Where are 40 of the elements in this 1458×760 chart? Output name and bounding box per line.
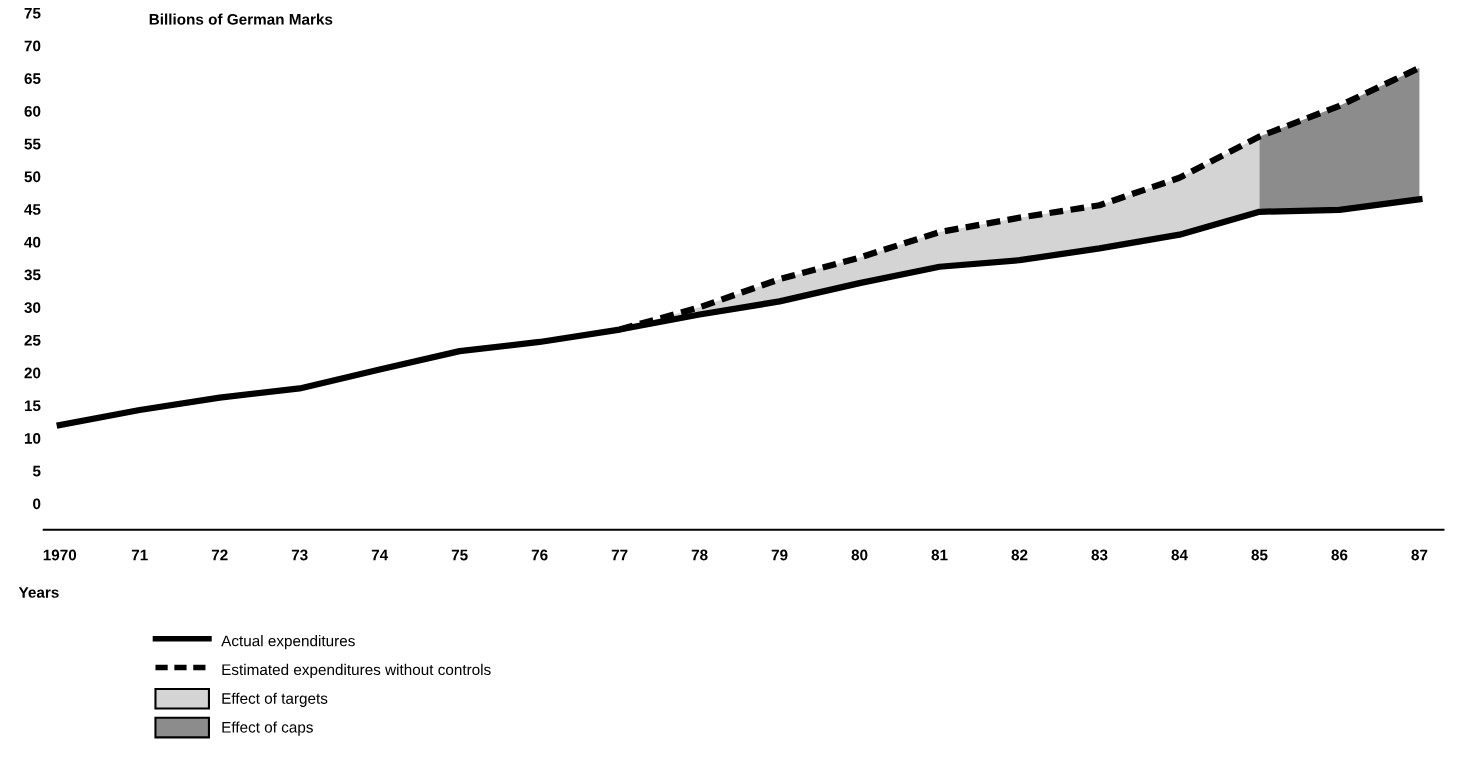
y-tick-label: 40	[24, 236, 41, 248]
y-tick-label: 70	[24, 40, 41, 52]
y-tick-label: 65	[24, 73, 41, 85]
x-tick-label: 80	[851, 549, 868, 561]
y-tick-label: 45	[24, 204, 41, 215]
x-tick-label: 82	[1011, 549, 1028, 561]
x-tick-label: 73	[291, 549, 308, 561]
legend-label: Actual expenditures	[221, 635, 355, 650]
y-tick-label: 15	[24, 400, 41, 412]
y-tick-label: 35	[24, 269, 41, 281]
y-tick-label: 30	[24, 302, 41, 314]
x-tick-label: 78	[691, 549, 708, 561]
x-tick-label: 83	[1091, 549, 1108, 561]
y-tick-label: 50	[24, 171, 41, 183]
legend-label: Estimated expenditures without controls	[222, 663, 491, 679]
x-tick-label: 85	[1251, 549, 1268, 561]
x-tick-label: 81	[931, 549, 948, 561]
x-tick-label: 71	[131, 549, 148, 561]
legend-label: Effect of caps	[222, 721, 313, 736]
x-tick-label: 77	[611, 549, 628, 561]
legend-label: Effect of targets	[222, 692, 328, 707]
x-tick-label: 76	[531, 549, 548, 561]
y-tick-label: 20	[24, 367, 41, 379]
x-tick-label: 75	[451, 549, 468, 561]
y-tick-label: 10	[24, 433, 41, 444]
y-tick-label: 5	[32, 465, 41, 477]
x-axis-title: Years	[18, 587, 59, 598]
x-tick-label: 86	[1331, 549, 1348, 561]
y-tick-label: 60	[24, 105, 41, 117]
y-tick-label: 75	[24, 7, 41, 19]
y-tick-label: 0	[33, 498, 41, 510]
x-tick-label: 79	[771, 549, 788, 561]
y-tick-label: 55	[24, 138, 41, 150]
x-tick-label: 87	[1411, 549, 1428, 561]
x-tick-label: 74	[371, 549, 389, 561]
y-tick-label: 25	[24, 334, 41, 346]
x-tick-label: 1970	[43, 549, 77, 561]
x-tick-label: 84	[1171, 549, 1188, 561]
y-axis-title: Billions of German Marks	[149, 13, 333, 25]
x-tick-label: 72	[211, 549, 228, 561]
